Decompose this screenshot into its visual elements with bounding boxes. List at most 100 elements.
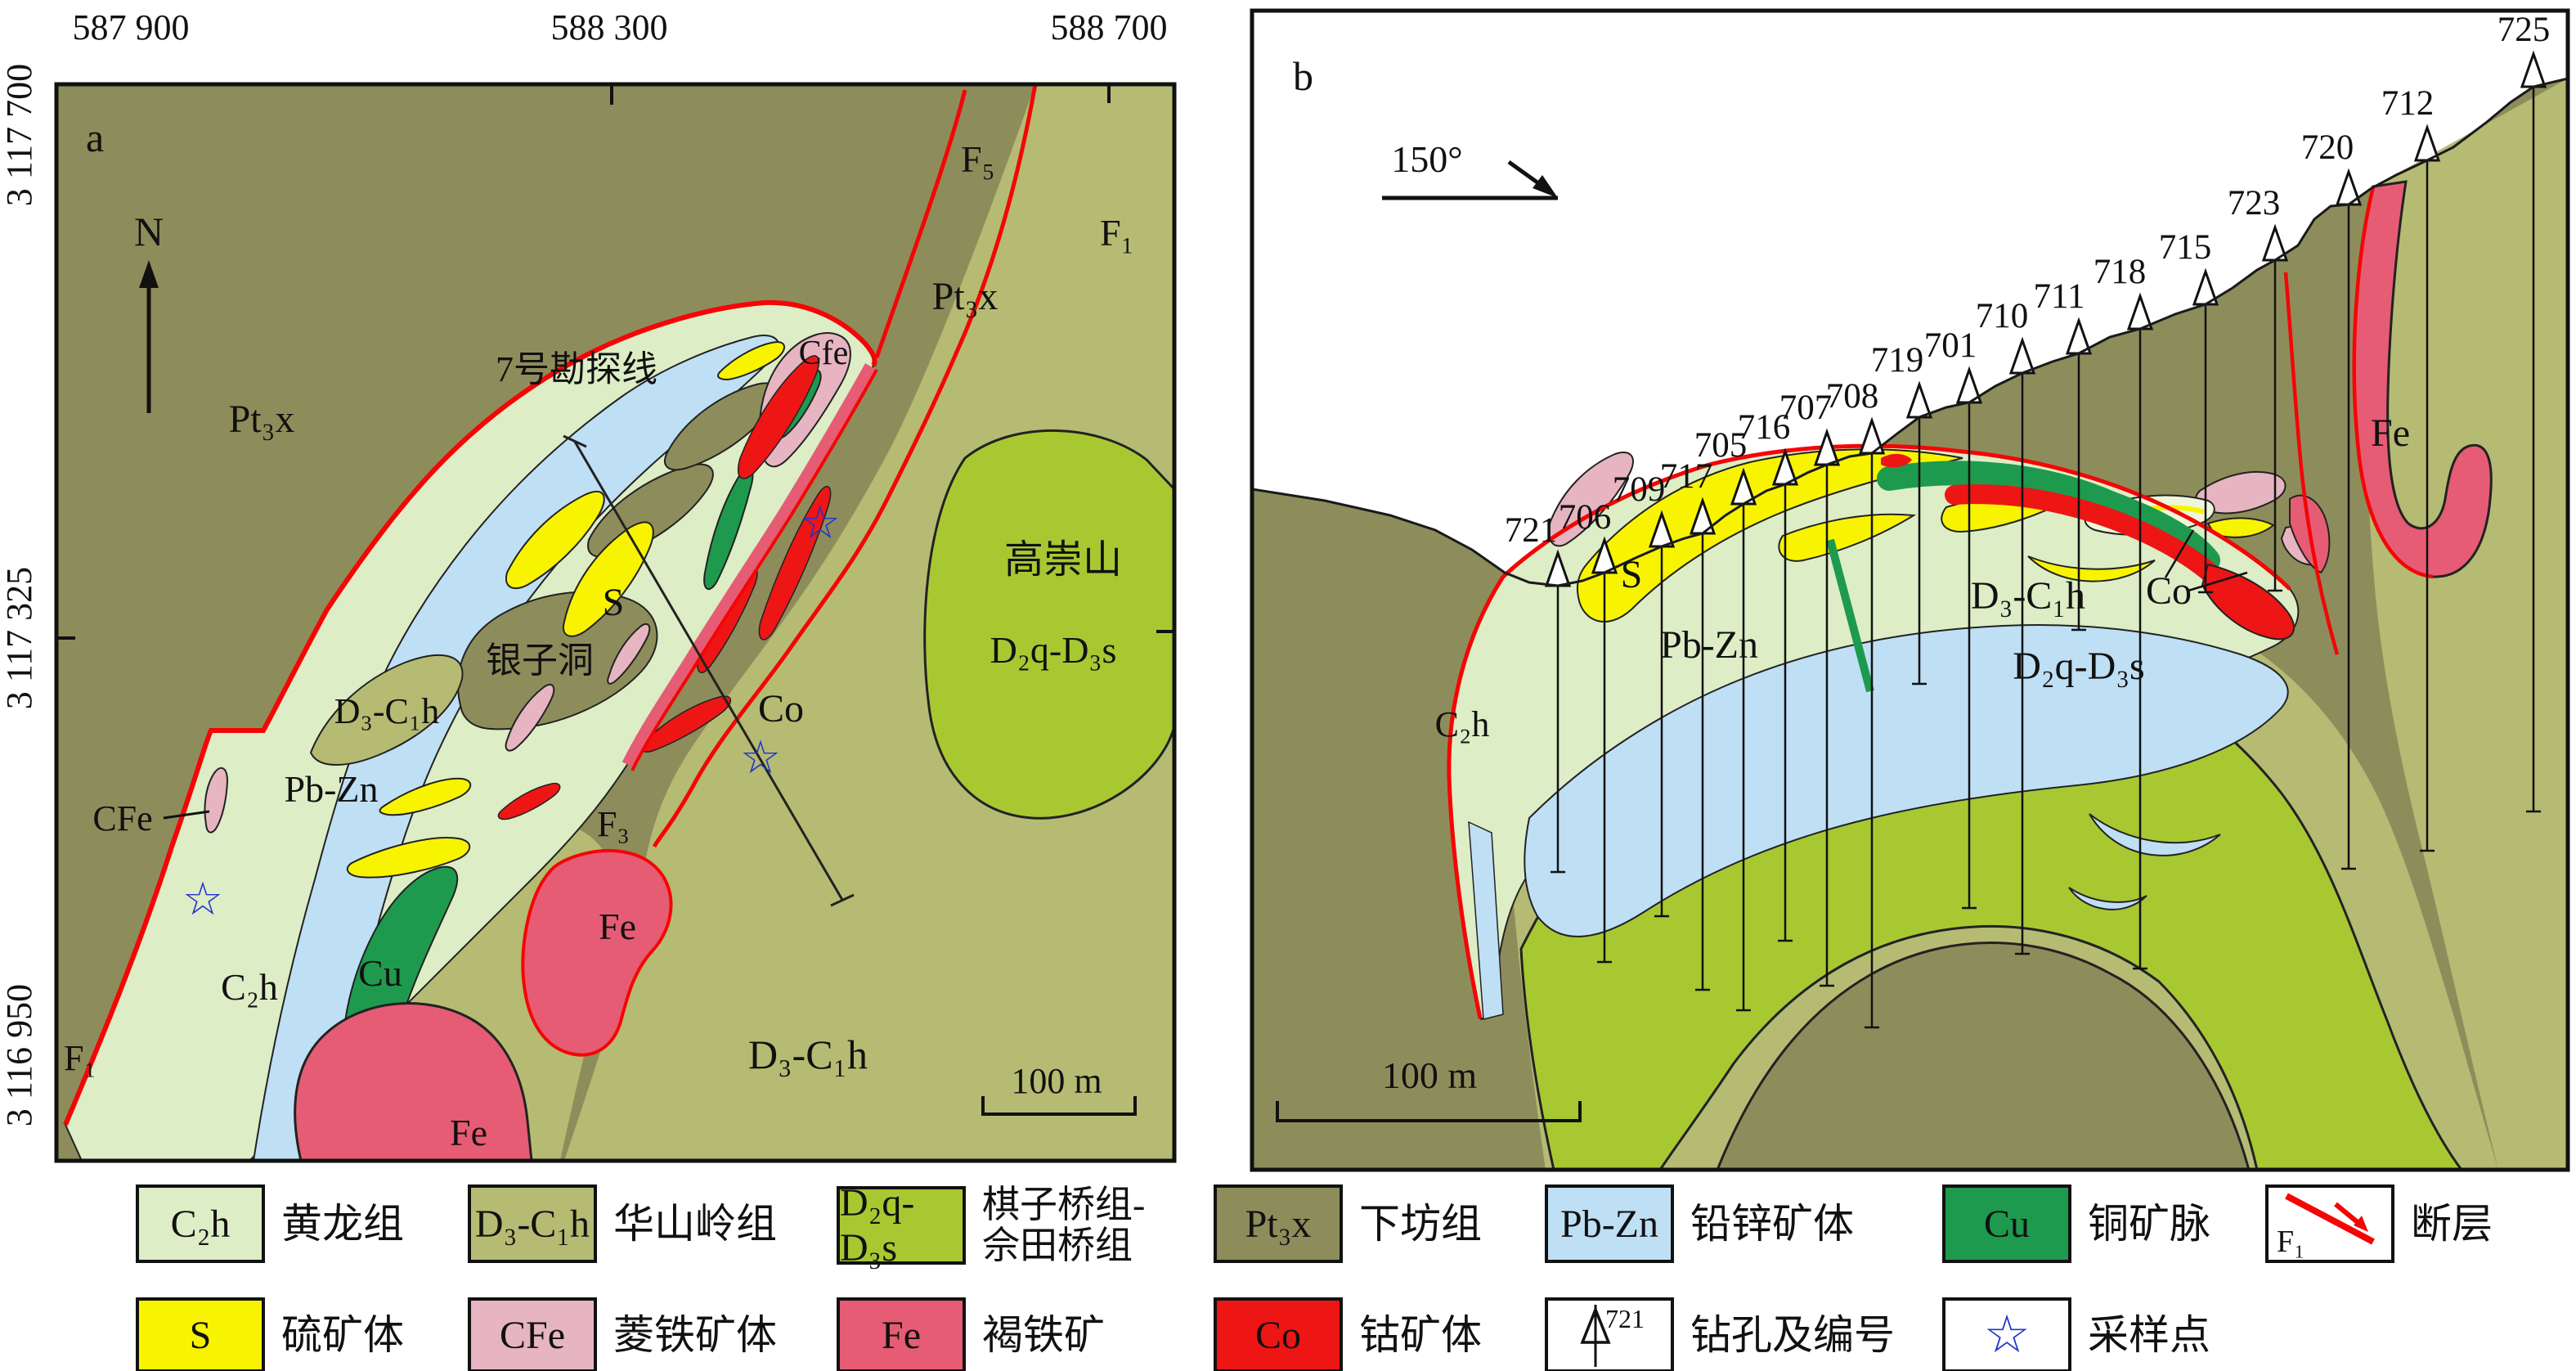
drill-hole-numbers: 721 706 709 717 705 716 707 708 719 701 … [1505,11,2551,550]
legend-item-cfe: CFe 菱铁矿体 [468,1297,777,1371]
legend-label: 菱铁矿体 [613,1312,777,1358]
cfe-leader-line [163,810,210,820]
label-fe-b: Fe [2371,411,2410,455]
legend-label: 钻孔及编号 [1690,1312,1895,1358]
label-exploration-line: 7号勘探线 [496,349,657,389]
legend-swatch-s: S [136,1297,265,1371]
legend-item-drill: 721 钻孔及编号 [1545,1297,1895,1371]
legend-item-sample: ☆ 采样点 [1942,1297,2210,1371]
svg-text:707: 707 [1779,389,1833,427]
pbzn-west-strip-b [1468,820,1504,1020]
co-small-b [1881,453,1912,468]
label-yinzidong: 银子洞 [486,641,594,681]
drill-symbol-number: 721 [1605,1304,1645,1333]
label-co: Co [758,687,804,730]
label-c2h-b: C₂h [1435,704,1490,744]
y-coordinate-label: 3 116 950 [0,984,39,1126]
panel-a-map: ☆ ☆ ☆ 587 900 588 300 588 700 3 117 700 … [0,7,1177,1163]
legend-swatch-pt3x: Pt₃x [1214,1184,1343,1263]
legend-label: 褐铁矿 [982,1312,1105,1358]
bearing-label: 150° [1391,138,1462,180]
svg-text:725: 725 [2497,11,2551,49]
label-d2qd3s-a: D₂q-D₃s [990,629,1117,671]
svg-text:712: 712 [2381,84,2435,123]
label-f1-top: F₁ [1100,212,1134,254]
svg-text:721: 721 [1505,511,1558,550]
label-s: S [603,581,625,624]
panel-b-frame [1250,8,2570,1172]
legend-label: 铜矿脉 [2088,1201,2210,1247]
bearing-arrow-icon [1382,160,1558,200]
sample-star-icon: ☆ [1983,1305,2031,1365]
pt3x-anticline-core [1716,942,2251,1170]
legend-label-line2: 佘田桥组 [982,1224,1133,1266]
legend-label: 黄龙组 [281,1201,404,1247]
d3c1h-east-region [564,84,1174,1161]
label-pbzn-a: Pb-Zn [285,768,379,810]
fault-f5 [874,89,967,358]
legend-item-d3c1h: D₃-C₁h 华山岭组 [468,1184,777,1263]
label-pbzn-b: Pb-Zn [1660,623,1758,667]
scalebar-b-label: 100 m [1382,1054,1478,1096]
legend-label: 钴矿体 [1359,1312,1482,1358]
fault-symbol-label: F₁ [2277,1225,2304,1259]
co-leader-lines [2164,529,2248,592]
fault-lines [63,84,1038,1126]
panel-a-tag: a [86,115,104,160]
svg-text:705: 705 [1694,426,1748,465]
d2qd3s-blob [923,429,1174,820]
svg-text:723: 723 [2228,184,2281,223]
label-f3: F₃ [597,804,630,844]
svg-text:716: 716 [1738,408,1791,447]
panel-b-section: 721 706 709 717 705 716 707 708 719 701 … [1250,8,2570,1172]
x-coordinate-label: 588 700 [1051,7,1168,47]
svg-text:706: 706 [1559,498,1612,537]
label-pt3x-right: Pt₃x [932,275,999,318]
legend-label: 下坊组 [1359,1201,1482,1247]
label-co-b: Co [2146,569,2192,613]
terrain-surface [1252,77,2568,587]
d3c1h-right-region-b [2366,79,2568,1170]
legend-item-c2h: C₂h 黄龙组 [136,1184,404,1263]
label-pt3x-left: Pt₃x [229,398,295,441]
fault-symbol-icon: F₁ [2277,1193,2375,1259]
fe-rim [622,363,877,768]
pbzn-band-b [1524,624,2289,937]
legend-swatch-pbzn: Pb-Zn [1545,1184,1674,1263]
svg-text:701: 701 [1924,326,1977,365]
cu-sliver-b [1826,538,1874,693]
legend-item-d2qd3s: D₂q-D₃s 棋子桥组- 佘田桥组 [837,1181,1145,1270]
panel-a-frame [54,82,1177,1163]
legend-label: 硫矿体 [281,1312,404,1358]
legend-label: 断层 [2411,1201,2493,1247]
svg-text:718: 718 [2094,253,2147,291]
label-c2h-a: C₂h [221,966,278,1008]
fe-bottom-body [294,1002,533,1161]
legend-swatch-sample-star: ☆ [1942,1297,2071,1371]
sample-point-star: ☆ [182,873,223,926]
svg-text:709: 709 [1613,470,1666,509]
label-fe-mid: Fe [599,906,636,947]
pbzn-crescents-b [2068,813,2221,910]
svg-text:719: 719 [1871,341,1924,380]
legend-label: 华山岭组 [613,1201,777,1247]
label-f1-bottom: F₁ [64,1038,96,1078]
svg-text:715: 715 [2159,228,2212,267]
legend-item-cu: Cu 铜矿脉 [1942,1184,2210,1263]
legend-swatch-co: Co [1214,1297,1343,1371]
label-fe-bottom: Fe [450,1112,487,1153]
svg-text:720: 720 [2301,128,2354,167]
label-cfe-top: Cfe [799,335,849,372]
drill-symbol-icon: 721 [1580,1304,1645,1367]
label-cfe-left: CFe [92,798,152,838]
panel-b-tag: b [1293,53,1313,99]
legend-item-pbzn: Pb-Zn 铅锌矿体 [1545,1184,1854,1263]
svg-text:708: 708 [1826,377,1879,416]
legend-item-co: Co 钴矿体 [1214,1297,1482,1371]
label-s-b: S [1621,553,1643,596]
fault-f1 [652,84,1038,848]
label-d3c1h-b: D₃-C₁h [1971,574,2085,618]
fault-lines-b [1447,186,2434,1019]
